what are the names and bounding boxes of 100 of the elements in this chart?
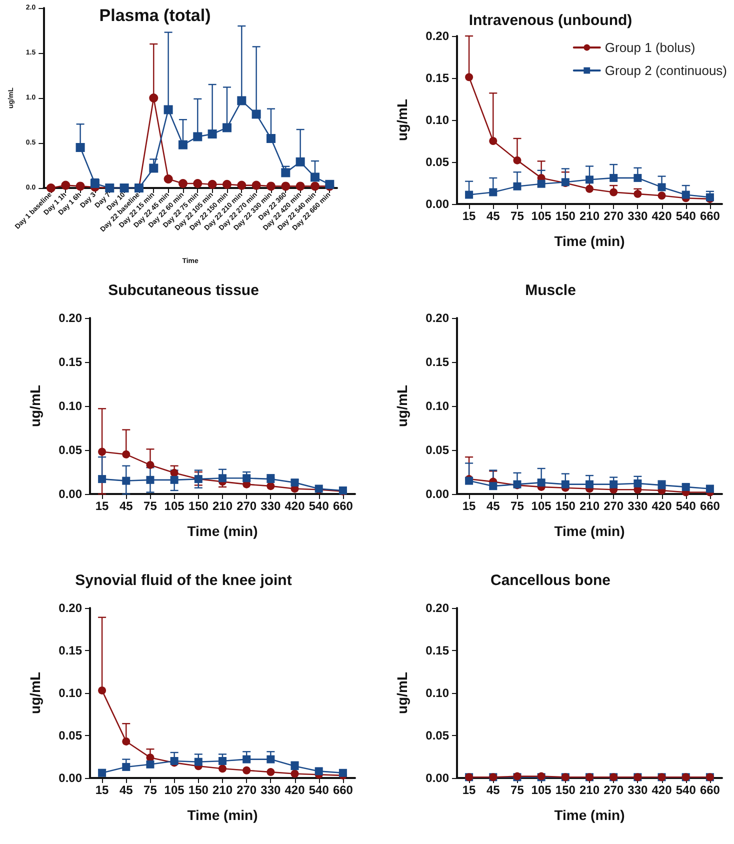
x-tick-label: 105 <box>164 499 185 513</box>
x-tick-label: 15 <box>95 783 110 797</box>
point <box>252 110 261 119</box>
point <box>252 180 261 190</box>
x-tick-label: 150 <box>555 783 576 797</box>
x-tick-label: 150 <box>555 209 576 223</box>
x-tick-label: 210 <box>579 209 600 223</box>
point <box>513 182 522 190</box>
point <box>164 105 173 114</box>
y-axis-title: ug/mL <box>27 384 43 427</box>
x-tick-label: 660 <box>700 783 720 797</box>
point <box>465 73 474 82</box>
chart-title: Cancellous bone <box>490 572 611 589</box>
x-axis-title: Time (min) <box>187 523 258 539</box>
point <box>98 475 106 484</box>
point <box>122 737 130 746</box>
x-tick-label: 105 <box>164 783 185 797</box>
x-tick-label: 45 <box>486 209 500 223</box>
point <box>193 179 202 188</box>
point <box>310 172 320 182</box>
x-tick-label: 75 <box>144 783 158 797</box>
x-tick-label: 105 <box>531 783 552 797</box>
x-tick-label: 330 <box>260 499 282 513</box>
point <box>266 182 276 191</box>
point <box>489 137 498 145</box>
point <box>146 760 154 768</box>
x-tick-label: 660 <box>332 783 354 797</box>
point <box>465 190 474 199</box>
x-tick-label: 150 <box>555 499 576 513</box>
y-tick-label: 0.20 <box>58 311 82 325</box>
point <box>98 768 106 777</box>
point <box>178 179 188 188</box>
x-tick-label: 45 <box>119 499 134 513</box>
point <box>296 182 305 191</box>
point <box>90 179 100 188</box>
x-tick-label: 15 <box>462 499 476 513</box>
point <box>610 480 618 488</box>
x-tick-label: 45 <box>119 783 134 797</box>
point <box>537 180 546 188</box>
point <box>218 474 226 482</box>
x-tick-label: 330 <box>628 499 648 513</box>
x-tick-label: 330 <box>260 783 282 797</box>
point <box>146 476 154 484</box>
point <box>266 475 275 484</box>
point <box>296 157 305 166</box>
x-tick-label: 105 <box>531 499 552 513</box>
y-tick-label: 0.00 <box>58 771 82 785</box>
point <box>242 755 251 764</box>
x-tick-label: 15 <box>462 783 476 797</box>
point <box>98 448 106 456</box>
x-tick-label: 540 <box>676 783 696 797</box>
y-tick-label: 0.15 <box>58 644 82 658</box>
x-tick-label: 270 <box>236 499 257 513</box>
y-tick-label: 0.15 <box>58 355 82 369</box>
point <box>561 480 570 488</box>
x-tick-label: 270 <box>604 783 624 797</box>
point <box>281 182 290 191</box>
x-tick-label: 210 <box>212 783 233 797</box>
point <box>586 176 594 184</box>
x-tick-label: 420 <box>652 209 672 223</box>
point <box>237 180 246 190</box>
point <box>658 183 666 192</box>
point <box>634 190 642 198</box>
y-tick-label: 0.20 <box>426 311 450 325</box>
point <box>634 479 642 488</box>
x-tick-label: 150 <box>188 499 209 513</box>
x-axis-title: Time (min) <box>554 523 625 539</box>
x-tick-label: 420 <box>652 783 672 797</box>
x-axis-title: Time (min) <box>554 233 625 249</box>
point <box>489 188 498 196</box>
x-tick-label: 540 <box>676 499 696 513</box>
point <box>170 476 178 484</box>
y-tick-label: 0.05 <box>426 443 450 457</box>
point <box>149 94 158 102</box>
y-axis-title: ug/mL <box>394 98 410 141</box>
y-tick-label: 0.15 <box>426 71 450 85</box>
point <box>610 174 618 182</box>
point <box>76 143 85 152</box>
point <box>122 476 130 485</box>
x-axis-title: Time (min) <box>554 807 625 823</box>
y-tick-label: 0.20 <box>426 601 450 615</box>
x-tick-label: 75 <box>510 209 524 223</box>
y-axis-title: ug/mL <box>394 384 410 427</box>
x-tick-label: 270 <box>604 209 624 223</box>
point <box>682 482 690 491</box>
point <box>242 766 251 774</box>
x-tick-label: 660 <box>332 499 354 513</box>
point <box>170 468 178 477</box>
point <box>222 180 232 189</box>
point <box>194 758 202 766</box>
y-tick-label: 0.05 <box>426 155 450 169</box>
x-tick-label: 210 <box>212 499 233 513</box>
x-tick-label: 420 <box>652 499 672 513</box>
y-tick-label: 0.05 <box>58 443 82 457</box>
point <box>658 481 666 490</box>
y-tick-label: 0.00 <box>426 487 450 501</box>
y-tick-label: 0.10 <box>426 399 450 413</box>
x-tick-label: 45 <box>486 783 500 797</box>
point <box>290 770 299 778</box>
x-tick-label: 210 <box>579 499 600 513</box>
